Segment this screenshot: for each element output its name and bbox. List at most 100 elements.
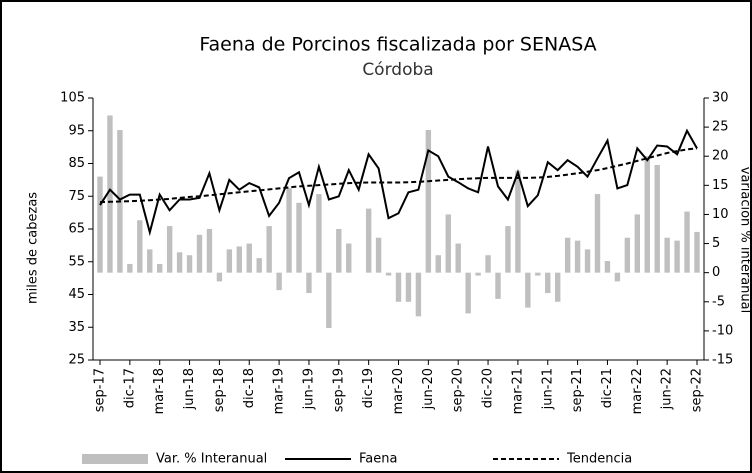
line-series xyxy=(99,128,698,237)
y2-tick-label: 30 xyxy=(712,91,729,106)
bar xyxy=(475,272,481,276)
bar xyxy=(515,170,521,273)
bar xyxy=(286,188,292,273)
bar xyxy=(435,255,441,273)
bar xyxy=(296,202,302,273)
x-tick-label: mar-21 xyxy=(510,368,525,414)
bar xyxy=(385,272,392,276)
line-series xyxy=(99,147,698,204)
bar xyxy=(525,272,531,308)
x-tick-label: mar-18 xyxy=(152,368,167,414)
bar xyxy=(405,272,412,302)
bar xyxy=(346,243,352,273)
bar xyxy=(674,240,680,273)
bar xyxy=(127,263,133,273)
bar xyxy=(584,249,591,273)
bar xyxy=(465,272,471,314)
x-tick-label: sep-21 xyxy=(570,368,585,412)
bar xyxy=(594,194,601,273)
x-tick-label: jun-19 xyxy=(301,368,316,410)
x-tick-label: jun-18 xyxy=(182,368,197,410)
chart-subtitle: Córdoba xyxy=(362,60,433,80)
bar xyxy=(654,164,660,273)
x-tick-label: jun-21 xyxy=(540,368,555,410)
bar xyxy=(276,272,282,291)
bar xyxy=(306,272,312,294)
y-tick-label: 45 xyxy=(68,287,85,302)
bar xyxy=(216,272,223,282)
bar xyxy=(365,208,372,273)
y2-tick-label: 20 xyxy=(712,149,729,164)
bar xyxy=(336,229,342,273)
legend-label: Tendencia xyxy=(566,452,632,467)
bar xyxy=(395,272,402,302)
y-axis-label: miles de cabezas xyxy=(26,192,41,304)
bar xyxy=(505,226,511,273)
bar xyxy=(624,237,631,273)
y-tick-label: 85 xyxy=(68,156,85,171)
y2-tick-label: 0 xyxy=(712,265,720,280)
y-tick-label: 95 xyxy=(68,123,85,138)
x-tick-label: sep-18 xyxy=(212,368,227,412)
bar xyxy=(684,211,690,273)
y-tick-label: 55 xyxy=(68,254,85,269)
y2-tick-label: 5 xyxy=(712,236,720,251)
bar xyxy=(176,252,183,273)
bar xyxy=(495,272,501,299)
bar xyxy=(186,255,193,273)
bar xyxy=(694,231,700,273)
y2-tick-label: -10 xyxy=(712,323,733,338)
x-tick-label: sep-20 xyxy=(451,368,466,412)
bar xyxy=(564,237,571,273)
legend-swatch xyxy=(82,454,148,464)
bar xyxy=(485,255,491,273)
bar xyxy=(246,243,252,273)
bar xyxy=(604,261,611,273)
bar xyxy=(166,226,173,273)
bar xyxy=(107,115,113,273)
y2-tick-label: 15 xyxy=(712,178,729,193)
bar xyxy=(97,176,103,273)
x-tick-label: dic-21 xyxy=(600,368,615,408)
y2-axis-label: variación % interanual xyxy=(738,167,752,313)
x-tick-label: dic-19 xyxy=(361,368,376,408)
x-tick-label: dic-17 xyxy=(122,368,137,408)
bar xyxy=(375,237,382,273)
y2-tick-label: -15 xyxy=(712,353,733,368)
bar xyxy=(206,229,213,273)
bar xyxy=(196,234,203,273)
y-tick-label: 75 xyxy=(68,189,85,204)
bar xyxy=(157,263,163,273)
x-tick-label: jun-20 xyxy=(421,368,436,410)
y-tick-label: 65 xyxy=(68,222,85,237)
x-tick-label: sep-19 xyxy=(331,368,346,412)
x-tick-label: mar-22 xyxy=(630,368,645,414)
y2-tick-label: -5 xyxy=(712,294,725,309)
chart-title: Faena de Porcinos fiscalizada por SENASA xyxy=(199,34,596,56)
y-tick-label: 105 xyxy=(60,91,85,106)
bar xyxy=(147,249,153,273)
x-tick-label: jun-22 xyxy=(660,368,675,410)
x-tick-label: mar-20 xyxy=(391,368,406,414)
bar xyxy=(634,214,640,273)
y2-tick-label: 10 xyxy=(712,207,729,222)
x-tick-label: sep-17 xyxy=(93,368,108,412)
bar xyxy=(236,246,242,273)
x-tick-label: dic-20 xyxy=(481,368,496,408)
bar xyxy=(644,156,650,273)
y-tick-label: 25 xyxy=(68,353,85,368)
x-tick-label: sep-22 xyxy=(690,368,705,412)
bar xyxy=(326,272,332,328)
bar xyxy=(226,249,233,273)
x-tick-label: dic-18 xyxy=(242,368,257,408)
bar xyxy=(425,130,432,273)
bar xyxy=(664,237,670,273)
bar xyxy=(256,258,262,273)
bar xyxy=(266,226,272,273)
y-tick-label: 35 xyxy=(68,320,85,335)
bar xyxy=(137,220,143,273)
bar xyxy=(455,243,461,273)
legend-label: Var. % Interanual xyxy=(156,452,267,467)
y2-tick-label: 25 xyxy=(712,120,729,135)
